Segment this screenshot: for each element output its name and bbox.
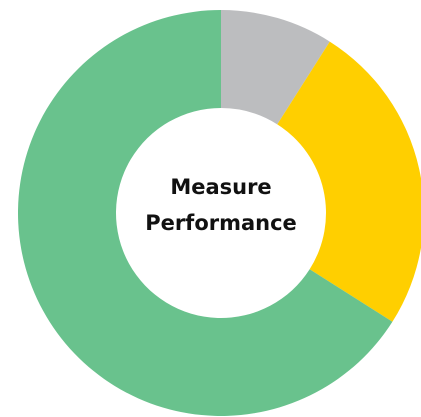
center-label: Performance [145,211,297,235]
donut-segment [221,10,330,125]
center-label: Measure [170,175,271,199]
donut-segment [17,10,393,417]
donut-segment [277,41,421,322]
